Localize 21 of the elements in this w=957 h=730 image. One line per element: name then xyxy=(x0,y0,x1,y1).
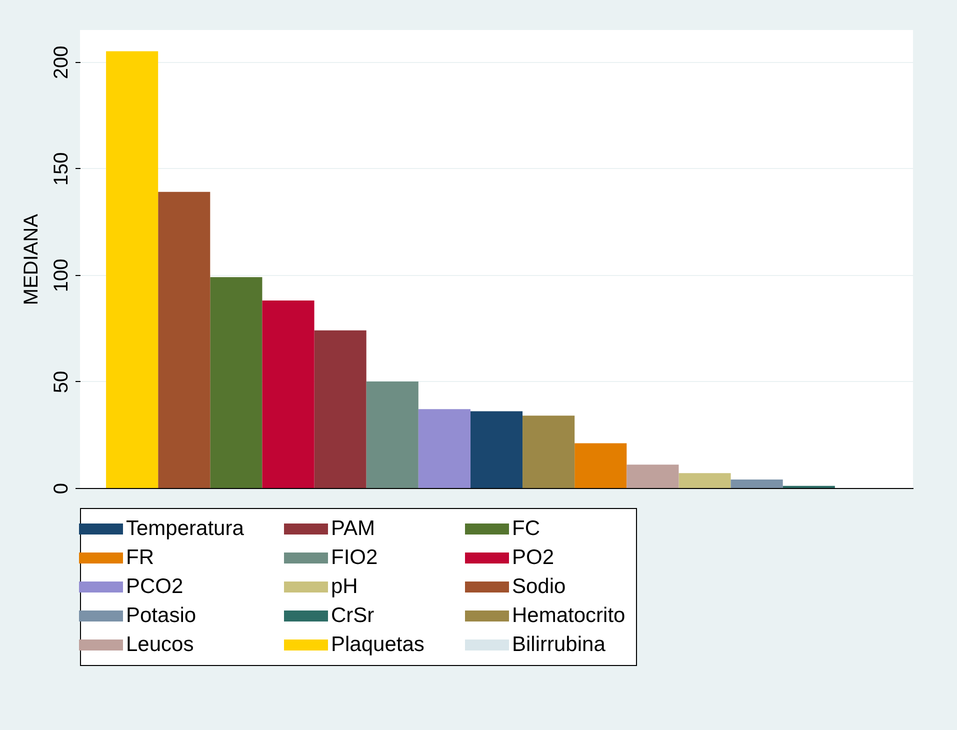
y-tick-label: 150 xyxy=(50,152,72,186)
legend-label: PCO2 xyxy=(126,575,184,598)
legend-label: Sodio xyxy=(512,575,566,598)
legend-label: Plaquetas xyxy=(331,633,424,656)
legend-label: Leucos xyxy=(126,633,194,656)
y-tick-label: 200 xyxy=(50,46,72,80)
legend-label: pH xyxy=(331,575,358,598)
legend-label: PO2 xyxy=(512,546,554,569)
legend-label: CrSr xyxy=(331,604,374,627)
legend-label: Hematocrito xyxy=(512,604,626,627)
legend-label: Potasio xyxy=(126,604,196,627)
legend-label: FIO2 xyxy=(331,546,378,569)
y-tick-label: 100 xyxy=(50,258,72,292)
legend-label: PAM xyxy=(331,517,375,540)
legend-label: Temperatura xyxy=(126,517,244,540)
y-tick-label: 50 xyxy=(50,370,72,394)
legend-label: Bilirrubina xyxy=(512,633,606,656)
legend-label: FR xyxy=(126,546,154,569)
legend-label: FC xyxy=(512,517,540,540)
y-axis-title: MEDIANA xyxy=(20,213,42,306)
y-tick-label: 0 xyxy=(50,482,72,494)
